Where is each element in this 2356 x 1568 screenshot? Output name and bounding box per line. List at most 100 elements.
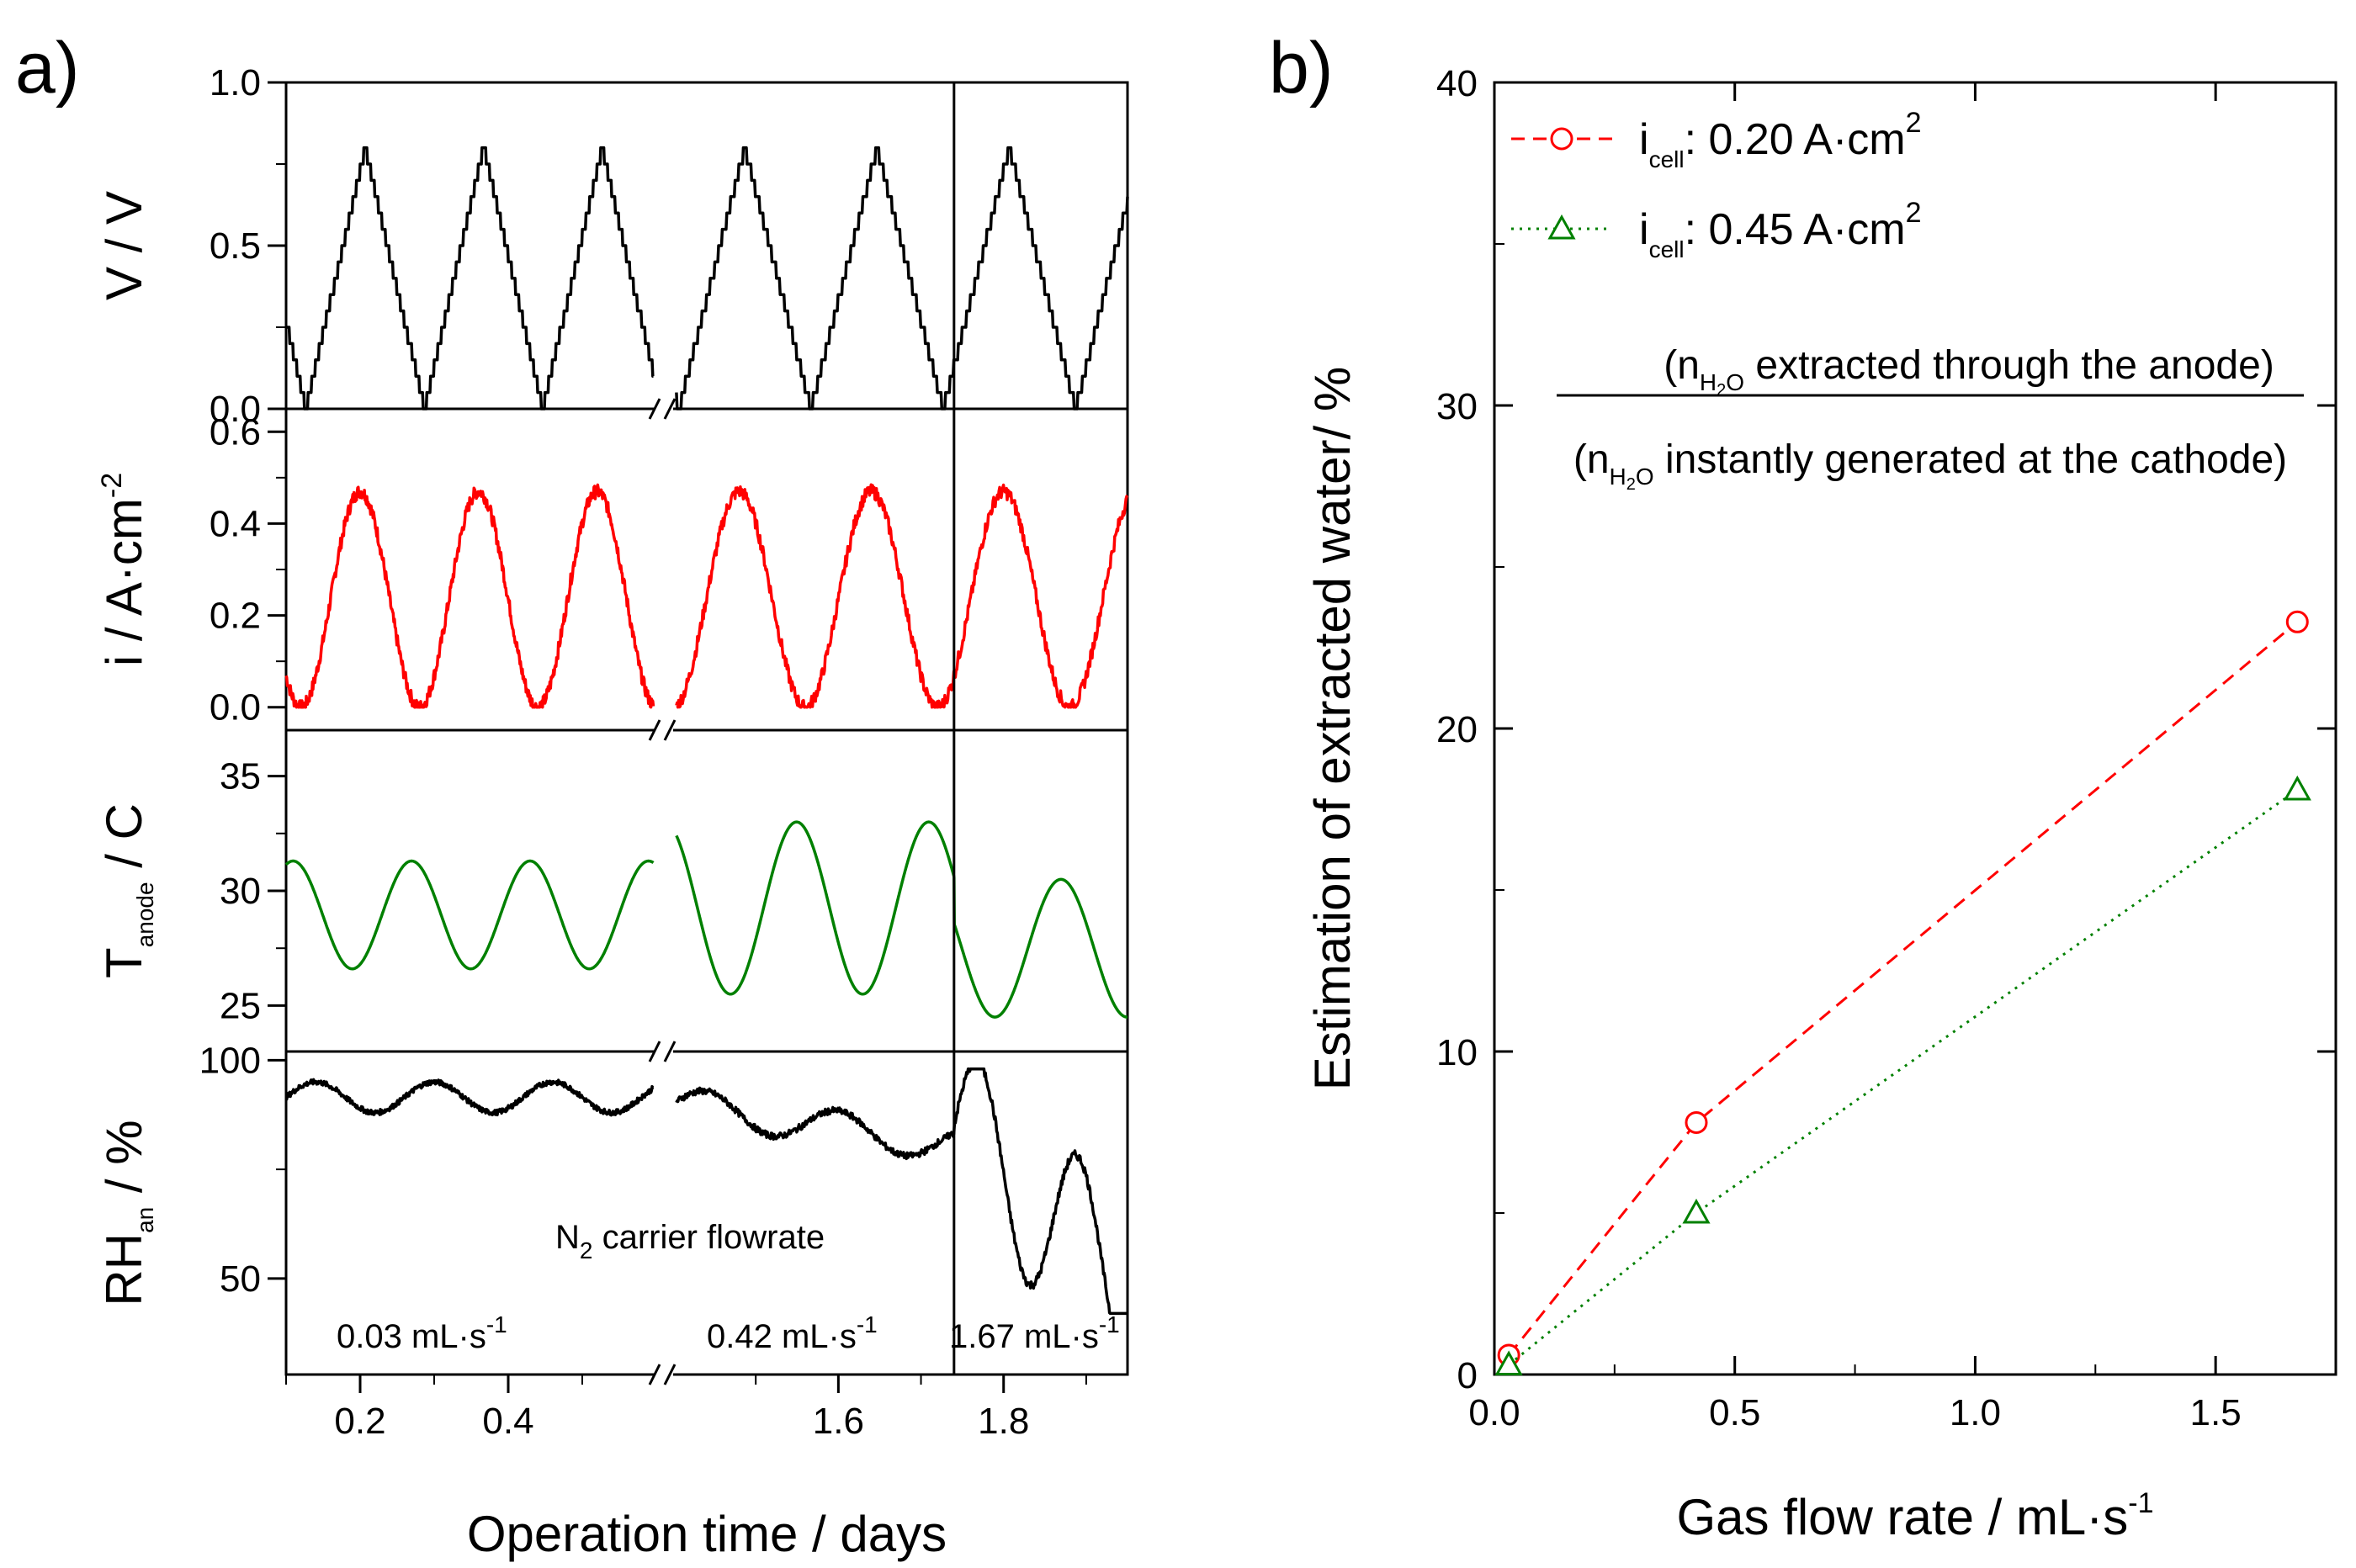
series-line-0 [1507,621,2299,1356]
current-series [284,483,1129,709]
humidity-y-axis-label-sub: an [132,1207,158,1233]
y-tick-label: 25 [220,985,261,1026]
panel-a-humidity-plot: 50 100 RHan / % N2 carrier flowrate 0.03 … [96,1040,1129,1376]
y-tick-label: 30 [1436,386,1478,427]
humidity-series [284,1067,1128,1316]
fraction-numerator-post: extracted through the anode) [1744,343,2274,388]
series-line [675,820,956,996]
legend-red-label-sup: 2 [1906,107,1922,139]
fraction-denominator: (nH2O instantly generated at the cathode… [1573,437,2287,494]
temperature-y-ticks: 25 30 35 [220,756,286,1026]
x-tick-label: 1.8 [978,1401,1029,1442]
series-line [284,483,655,709]
legend-green-label-main: i [1639,205,1649,254]
legend-red-circle-marker [1550,127,1573,151]
x-tick-label: 0.0 [1468,1392,1520,1433]
series-line-1 [1508,788,2299,1366]
axis-break-slash [663,719,677,741]
y-tick-label: 50 [220,1258,261,1300]
panel-label-b: b) [1269,28,1333,109]
y-tick-label: 10 [1436,1032,1478,1073]
humidity-y-axis-label-tail: / % [96,1120,152,1206]
flow-label-3-value: 1.67 mL·s [949,1318,1099,1355]
temperature-y-axis-label-tail: / C [96,803,152,882]
axis-break-slash [663,1364,677,1385]
flow-label-3-sup: -1 [1099,1311,1120,1338]
humidity-y-axis-label-main: RH [96,1233,152,1306]
fraction-denominator-pre: (n [1573,437,1610,482]
x-tick-label: 1.6 [813,1401,864,1442]
carrier-annotation-sub: 2 [580,1237,593,1263]
x-tick-label: 0.4 [482,1401,533,1442]
y-tick-label: 0.0 [210,389,261,430]
y-tick-label: 100 [199,1040,261,1081]
x-tick-label: 1.0 [1950,1392,2001,1433]
legend-red-label-sub: cell [1649,146,1685,172]
voltage-y-ticks: 0.0 0.5 1.0 [210,62,286,430]
series-line [284,146,655,411]
panel-b-x-axis-label-main: Gas flow rate / mL·s [1676,1489,2128,1545]
legend-red-label-main: i [1639,115,1649,164]
flow-label-2-value: 0.42 mL·s [707,1318,857,1355]
legend-green-label-sup: 2 [1906,197,1922,229]
panel-a: 0.00.51.0 V / V 0.00.20.40.6 i / A·cm-2 … [96,62,1129,1562]
y-tick-label: 0.4 [210,503,261,544]
panel-a-temperature-plot: 25 30 35 Tanode / C [96,728,1129,1053]
panel-b-plot-frame [1493,81,2337,1376]
axis-break-slash [648,719,661,741]
current-y-ticks: 0.0 0.2 0.4 0.6 [210,411,286,728]
axis-break-marks [648,398,677,1385]
legend-green-label-tail: : 0.45 A·cm [1685,205,1906,254]
y-tick-label: 1.0 [210,62,261,103]
fraction-numerator-pre: (n [1664,343,1700,388]
y-tick-label: 35 [220,756,261,797]
carrier-annotation-tail: carrier flowrate [592,1219,825,1256]
fraction-numerator: (nH2O extracted through the anode) [1664,343,2274,400]
temperature-y-axis-label-main: T [96,947,152,978]
data-point-triangle [1682,1198,1711,1224]
current-y-axis-label: i / A·cm-2 [96,473,152,666]
flow-label-1: 0.03 mL·s-1 [337,1311,507,1355]
y-tick-label: 0.6 [210,411,261,453]
carrier-flowrate-annotation: N2 carrier flowrate [555,1219,825,1263]
y-tick-label: 40 [1436,63,1478,104]
y-tick-label: 30 [220,871,261,912]
humidity-y-axis-label: RHan / % [96,1120,158,1306]
y-tick-label: 0.5 [210,225,261,267]
panel-b-y-axis-label: Estimation of extracted water/ % [1304,367,1361,1090]
flow-label-1-sup: -1 [486,1311,507,1338]
fraction-denominator-sub-2: 2 [1626,475,1636,494]
humidity-plot-frame [284,1050,1129,1376]
series-line [675,1067,1128,1316]
panel-b-ticks: 0.0 0.5 1.0 1.5 0 10 20 30 40 [1436,63,2336,1433]
flow-label-3: 1.67 mL·s-1 [949,1311,1120,1355]
series-line [284,859,655,971]
panel-b-x-axis-label-sup: -1 [2128,1487,2153,1519]
voltage-y-axis-label: V / V [96,191,152,300]
panel-a-voltage-plot: 0.0 0.5 1.0 V / V [96,62,1129,430]
fraction-numerator-sub-o: O [1726,369,1744,395]
fraction-denominator-sub-h: H [1610,464,1626,490]
extraction-ratio-fraction: (nH2O extracted through the anode) (nH2O… [1557,343,2304,494]
y-tick-label: 20 [1436,709,1478,750]
axis-break-slash [663,398,677,420]
panel-b: 0.0 0.5 1.0 1.5 0 10 20 30 40 icell: 0.20 A·cm2 … [1304,63,2337,1545]
legend-red-label: icell: 0.20 A·cm2 [1639,107,1922,172]
fraction-numerator-sub-h: H [1700,369,1717,395]
flow-label-2: 0.42 mL·s-1 [707,1311,878,1355]
y-tick-label: 0.2 [210,596,261,637]
panel-a-current-plot: 0.0 0.2 0.4 0.6 i / A·cm-2 [96,407,1129,732]
x-tick-label: 1.5 [2190,1392,2242,1433]
temperature-y-axis-label-sub: anode [132,882,158,947]
data-point-circle [2285,610,2309,633]
legend-green-label-sub: cell [1649,236,1685,262]
current-y-axis-label-main: i / A·cm [96,498,152,666]
legend-green-triangle-marker [1547,214,1576,240]
temperature-plot-frame [284,728,1129,1053]
temperature-series [284,820,1129,1019]
axis-break-slash [648,1364,661,1385]
axis-break-slash [663,1041,677,1062]
fraction-denominator-sub-o: O [1636,464,1654,490]
temperature-y-axis-label: Tanode / C [96,803,158,978]
